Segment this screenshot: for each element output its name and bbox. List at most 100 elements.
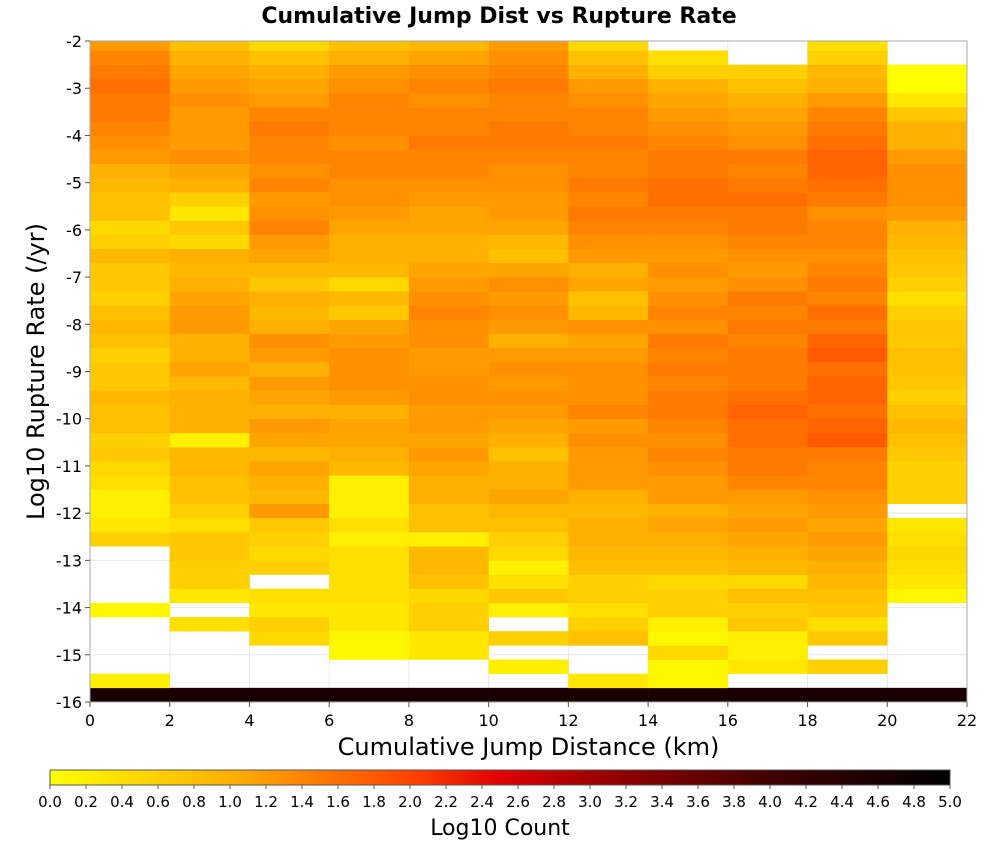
heatmap-cell	[488, 687, 569, 703]
y-tick-label: -12	[56, 504, 82, 523]
heatmap-cell	[249, 546, 330, 561]
heatmap-cell	[727, 206, 808, 221]
heatmap-cell	[568, 489, 649, 504]
heatmap-cell	[648, 645, 729, 660]
heatmap-cell	[727, 234, 808, 250]
heatmap-cell	[727, 149, 808, 165]
heatmap-cell	[807, 78, 888, 94]
heatmap-cell	[887, 149, 968, 165]
heatmap-cell	[648, 135, 729, 150]
heatmap-cell	[488, 163, 569, 179]
heatmap-cell	[807, 376, 888, 391]
heatmap-cell	[169, 461, 250, 476]
heatmap-cell	[887, 64, 968, 80]
heatmap-cell	[727, 503, 808, 519]
heatmap-cell	[329, 107, 410, 122]
heatmap-cell	[568, 163, 649, 179]
heatmap-cell	[249, 418, 330, 434]
heatmap-cell	[887, 107, 968, 122]
heatmap-cell	[568, 277, 649, 292]
heatmap-cell	[488, 432, 569, 448]
heatmap-cell	[887, 291, 968, 306]
y-tick-label: -6	[66, 221, 82, 240]
x-tick-label: 4	[244, 711, 254, 730]
heatmap-cell	[887, 517, 968, 533]
heatmap-cell	[408, 234, 489, 250]
heatmap-cell	[90, 163, 171, 179]
x-tick-label: 12	[558, 711, 578, 730]
heatmap-cell	[329, 588, 410, 604]
colorbar-tick-label: 4.0	[758, 793, 782, 811]
heatmap-cell	[90, 347, 171, 363]
heatmap-cell	[887, 560, 968, 575]
heatmap-cell	[169, 262, 250, 278]
heatmap-cell	[90, 447, 171, 462]
heatmap-cell	[249, 78, 330, 94]
heatmap-cell	[488, 588, 569, 604]
heatmap-cell	[408, 319, 489, 335]
heatmap-cell	[727, 546, 808, 561]
heatmap-cell	[249, 248, 330, 264]
heatmap-cell	[169, 192, 250, 207]
colorbar-tick-label: 3.8	[722, 793, 746, 811]
x-tick-label: 8	[404, 711, 414, 730]
heatmap-cell	[568, 404, 649, 420]
colorbar-tick-label: 2.6	[506, 793, 530, 811]
heatmap-cell	[169, 432, 250, 448]
heatmap-cell	[90, 489, 171, 504]
heatmap-cell	[568, 376, 649, 391]
heatmap-cell	[488, 390, 569, 405]
heatmap-cell	[648, 277, 729, 292]
heatmap-cell	[648, 291, 729, 306]
heatmap-cell	[169, 376, 250, 391]
heatmap-cell	[887, 362, 968, 377]
heatmap-cell	[727, 347, 808, 363]
heatmap-cell	[408, 461, 489, 476]
colorbar-tick-label: 0.0	[38, 793, 62, 811]
heatmap-cell	[648, 503, 729, 519]
heatmap-cell	[887, 489, 968, 504]
heatmap-cell	[90, 149, 171, 165]
heatmap-cell	[408, 135, 489, 150]
heatmap-cell	[249, 404, 330, 420]
heatmap-cell	[90, 687, 171, 703]
heatmap-cell	[488, 64, 569, 80]
heatmap-cell	[488, 602, 569, 618]
heatmap-cell	[90, 362, 171, 377]
heatmap-cell	[488, 333, 569, 349]
heatmap-cell	[329, 163, 410, 179]
heatmap-cell	[169, 50, 250, 65]
y-tick-label: -2	[66, 32, 82, 51]
chart-title: Cumulative Jump Dist vs Rupture Rate	[261, 4, 736, 29]
heatmap-cell	[169, 107, 250, 122]
heatmap-cell	[329, 291, 410, 306]
heatmap-cell	[488, 376, 569, 391]
heatmap-cell	[887, 461, 968, 476]
heatmap-cell	[648, 305, 729, 320]
heatmap-cell	[169, 475, 250, 490]
heatmap-cell	[488, 121, 569, 136]
x-tick-label: 22	[957, 711, 977, 730]
heatmap-cell	[90, 376, 171, 391]
heatmap-cell	[169, 78, 250, 94]
heatmap-cell	[488, 503, 569, 519]
heatmap-cell	[329, 532, 410, 547]
y-tick-label: -14	[56, 599, 82, 618]
heatmap-cell	[807, 163, 888, 179]
heatmap-cell	[408, 291, 489, 306]
heatmap-cell	[329, 50, 410, 65]
colorbar-tick-label: 3.0	[578, 793, 602, 811]
heatmap-cell	[249, 432, 330, 448]
heatmap-cell	[249, 560, 330, 575]
heatmap-cell	[90, 319, 171, 335]
heatmap-cell	[90, 291, 171, 306]
heatmap-cell	[807, 687, 888, 703]
heatmap-cell	[249, 347, 330, 363]
heatmap-cell	[90, 262, 171, 278]
heatmap-cell	[90, 602, 171, 618]
heatmap-cell	[329, 602, 410, 618]
heatmap-cell	[568, 92, 649, 108]
heatmap-cell	[807, 475, 888, 490]
heatmap-cell	[90, 277, 171, 292]
heatmap-cell	[408, 305, 489, 320]
